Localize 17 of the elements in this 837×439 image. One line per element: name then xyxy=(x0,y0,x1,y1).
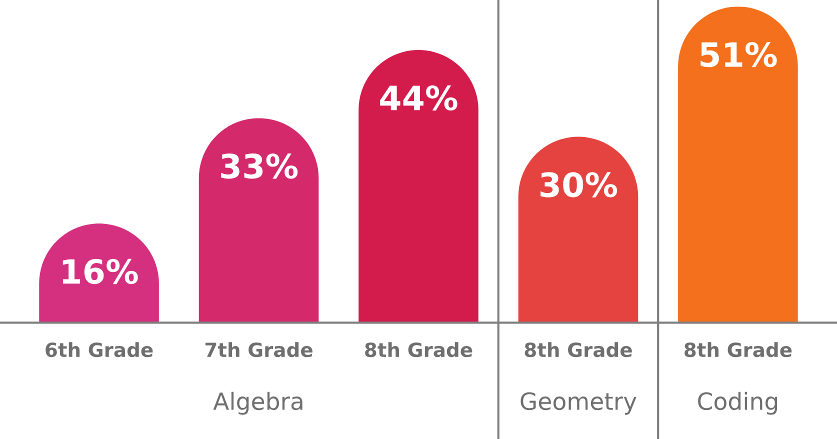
x-tick-label: 8th Grade xyxy=(365,342,472,358)
text: Algebra xyxy=(213,392,302,415)
bar xyxy=(678,6,798,323)
bar xyxy=(358,50,478,323)
data-label: 30% xyxy=(540,172,618,198)
x-tick-label: 8th Grade xyxy=(524,342,632,358)
data-label: 44% xyxy=(380,85,458,111)
x-tick-label: 6th Grade xyxy=(46,342,153,358)
x-tick-label: 8th Grade xyxy=(684,342,792,358)
data-label: 33% xyxy=(221,154,298,179)
bar xyxy=(518,136,638,323)
text: Coding xyxy=(698,392,778,415)
data-label: 51% xyxy=(700,42,777,68)
x-tick-label: 7th Grade xyxy=(205,342,312,358)
bar xyxy=(198,118,319,323)
text: Geometry xyxy=(520,392,636,415)
data-label: 16% xyxy=(62,258,138,284)
